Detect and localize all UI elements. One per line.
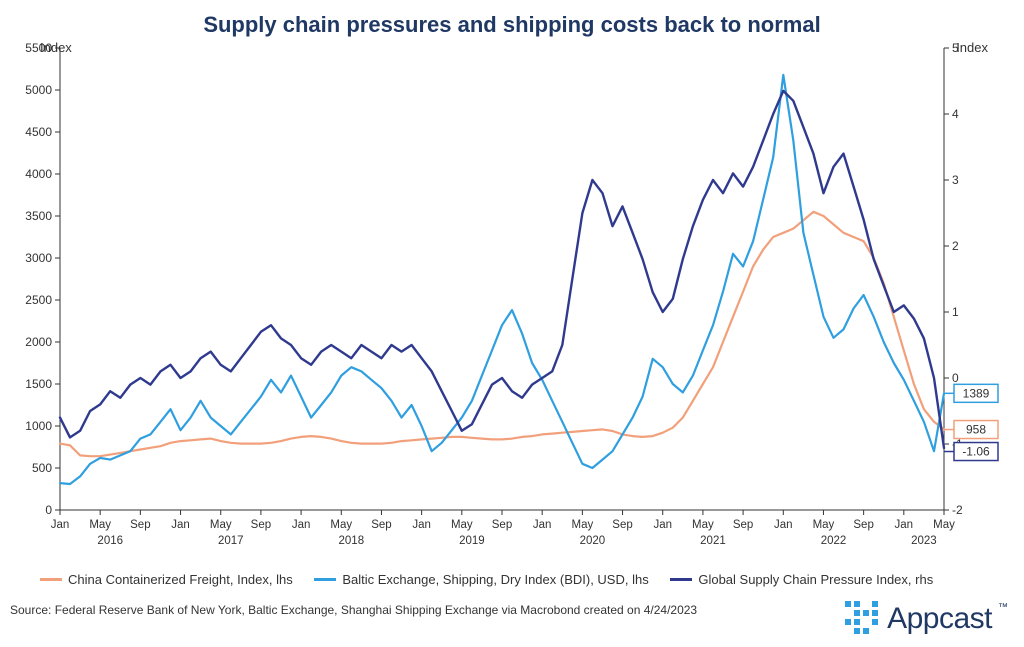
- svg-text:2018: 2018: [339, 535, 365, 547]
- svg-text:Sep: Sep: [130, 519, 150, 531]
- chart-title: Supply chain pressures and shipping cost…: [0, 0, 1024, 38]
- svg-text:3500: 3500: [25, 209, 52, 223]
- svg-text:Jan: Jan: [412, 519, 431, 531]
- svg-text:May: May: [451, 519, 473, 531]
- svg-text:Jan: Jan: [292, 519, 311, 531]
- svg-text:Sep: Sep: [853, 519, 873, 531]
- svg-text:4: 4: [952, 107, 959, 121]
- svg-text:Jan: Jan: [774, 519, 793, 531]
- svg-text:Jan: Jan: [533, 519, 552, 531]
- svg-text:Sep: Sep: [251, 519, 271, 531]
- svg-text:2023: 2023: [911, 535, 937, 547]
- svg-text:1000: 1000: [25, 419, 52, 433]
- svg-text:3: 3: [952, 173, 959, 187]
- brand-logo: Appcast ™: [845, 601, 1008, 637]
- svg-text:2019: 2019: [459, 535, 485, 547]
- svg-text:Jan: Jan: [895, 519, 914, 531]
- legend-swatch: [40, 578, 62, 581]
- brand-name: Appcast: [887, 602, 992, 636]
- svg-text:May: May: [692, 519, 714, 531]
- svg-text:-1.06: -1.06: [962, 445, 990, 459]
- brand-tm: ™: [998, 602, 1008, 613]
- svg-text:958: 958: [966, 423, 986, 437]
- svg-text:2500: 2500: [25, 293, 52, 307]
- legend-label: Baltic Exchange, Shipping, Dry Index (BD…: [342, 572, 648, 587]
- svg-text:2021: 2021: [700, 535, 726, 547]
- svg-text:Sep: Sep: [371, 519, 391, 531]
- svg-text:5000: 5000: [25, 83, 52, 97]
- svg-text:Sep: Sep: [492, 519, 512, 531]
- svg-text:3000: 3000: [25, 251, 52, 265]
- svg-text:May: May: [933, 519, 955, 531]
- legend-item-bdi: Baltic Exchange, Shipping, Dry Index (BD…: [314, 572, 648, 587]
- svg-text:Index: Index: [956, 40, 988, 55]
- svg-text:5: 5: [952, 41, 959, 55]
- legend-swatch: [670, 578, 692, 581]
- legend-swatch: [314, 578, 336, 581]
- svg-text:May: May: [330, 519, 352, 531]
- svg-text:May: May: [813, 519, 835, 531]
- svg-text:Jan: Jan: [171, 519, 190, 531]
- svg-text:1389: 1389: [963, 386, 990, 400]
- svg-text:2016: 2016: [97, 535, 123, 547]
- brand-icon: [845, 601, 881, 637]
- svg-text:4500: 4500: [25, 125, 52, 139]
- svg-text:2022: 2022: [821, 535, 847, 547]
- svg-text:May: May: [210, 519, 232, 531]
- svg-text:2000: 2000: [25, 335, 52, 349]
- svg-text:Sep: Sep: [733, 519, 753, 531]
- svg-text:Sep: Sep: [612, 519, 632, 531]
- svg-text:May: May: [571, 519, 593, 531]
- svg-text:Jan: Jan: [653, 519, 672, 531]
- svg-text:-2: -2: [952, 503, 963, 517]
- svg-text:500: 500: [32, 461, 52, 475]
- svg-text:1: 1: [952, 305, 959, 319]
- chart-plot: IndexIndex050010001500200025003000350040…: [0, 38, 1024, 558]
- svg-text:1500: 1500: [25, 377, 52, 391]
- svg-text:0: 0: [45, 503, 52, 517]
- svg-text:0: 0: [952, 371, 959, 385]
- legend-item-ccfi: China Containerized Freight, Index, lhs: [40, 572, 293, 587]
- svg-text:Jan: Jan: [51, 519, 70, 531]
- svg-text:2017: 2017: [218, 535, 244, 547]
- svg-text:2: 2: [952, 239, 959, 253]
- svg-text:May: May: [89, 519, 111, 531]
- legend-label: China Containerized Freight, Index, lhs: [68, 572, 293, 587]
- legend-item-gscpi: Global Supply Chain Pressure Index, rhs: [670, 572, 933, 587]
- svg-text:2020: 2020: [580, 535, 606, 547]
- svg-text:5500: 5500: [25, 41, 52, 55]
- legend-label: Global Supply Chain Pressure Index, rhs: [698, 572, 933, 587]
- legend: China Containerized Freight, Index, lhs …: [0, 563, 1024, 587]
- svg-text:4000: 4000: [25, 167, 52, 181]
